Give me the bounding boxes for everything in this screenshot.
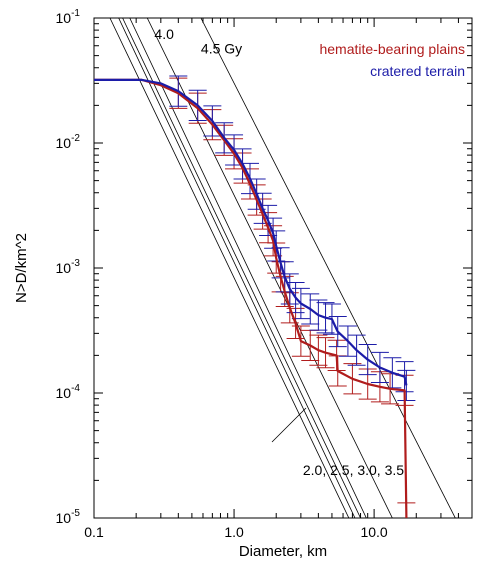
isochron-line-5 — [200, 18, 456, 518]
y-axis-label: N>D/km^2 — [13, 233, 30, 303]
y-tick-exponent: -1 — [71, 8, 80, 19]
y-tick-label: 10-1 — [56, 8, 81, 26]
y-tick-exponent: -2 — [71, 133, 80, 144]
isochron-annotation-2: 2.0, 2.5, 3.0, 3.5 — [303, 462, 404, 478]
x-axis-label: Diameter, km — [239, 543, 327, 559]
legend-entry-hematite-bearing-plains: hematite-bearing plains — [319, 41, 465, 57]
axis-ticks — [93, 18, 473, 519]
y-tick-exponent: -3 — [71, 258, 80, 269]
legend: hematite-bearing plains cratered terrain — [319, 41, 465, 79]
isochron-annotation-1: 4.5 Gy — [201, 40, 242, 56]
y-tick-label: 10-3 — [56, 258, 81, 276]
series-lines — [94, 78, 408, 518]
tick-labels: 0.1 1.0 10.0 10-5 10-4 10-3 10-2 10-1 — [56, 8, 388, 540]
y-tick-label: 10-2 — [56, 133, 81, 151]
y-tick-exponent: -5 — [71, 508, 80, 519]
isochron-line-0 — [109, 18, 350, 518]
isochron-pointer-line — [271, 407, 307, 443]
isochron-annotation-0: 4.0 — [154, 26, 174, 42]
x-tick-label: 10.0 — [360, 524, 387, 540]
y-tick-label: 10-5 — [56, 508, 81, 526]
x-tick-label: 1.0 — [224, 524, 244, 540]
isochron-line-3 — [129, 18, 367, 518]
isochron-line-1 — [118, 18, 356, 518]
legend-entry-cratered-terrain: cratered terrain — [370, 63, 465, 79]
y-tick-exponent: -4 — [71, 383, 80, 394]
x-tick-label: 0.1 — [84, 524, 104, 540]
series-line-hematite-bearing-plains — [94, 78, 408, 518]
isochron-line-2 — [122, 18, 361, 518]
isochron-line-4 — [146, 18, 393, 518]
series-line-cratered-terrain — [94, 78, 408, 386]
y-tick-label: 10-4 — [56, 383, 81, 401]
annotations: 4.0 4.5 Gy 2.0, 2.5, 3.0, 3.5 — [154, 26, 404, 478]
